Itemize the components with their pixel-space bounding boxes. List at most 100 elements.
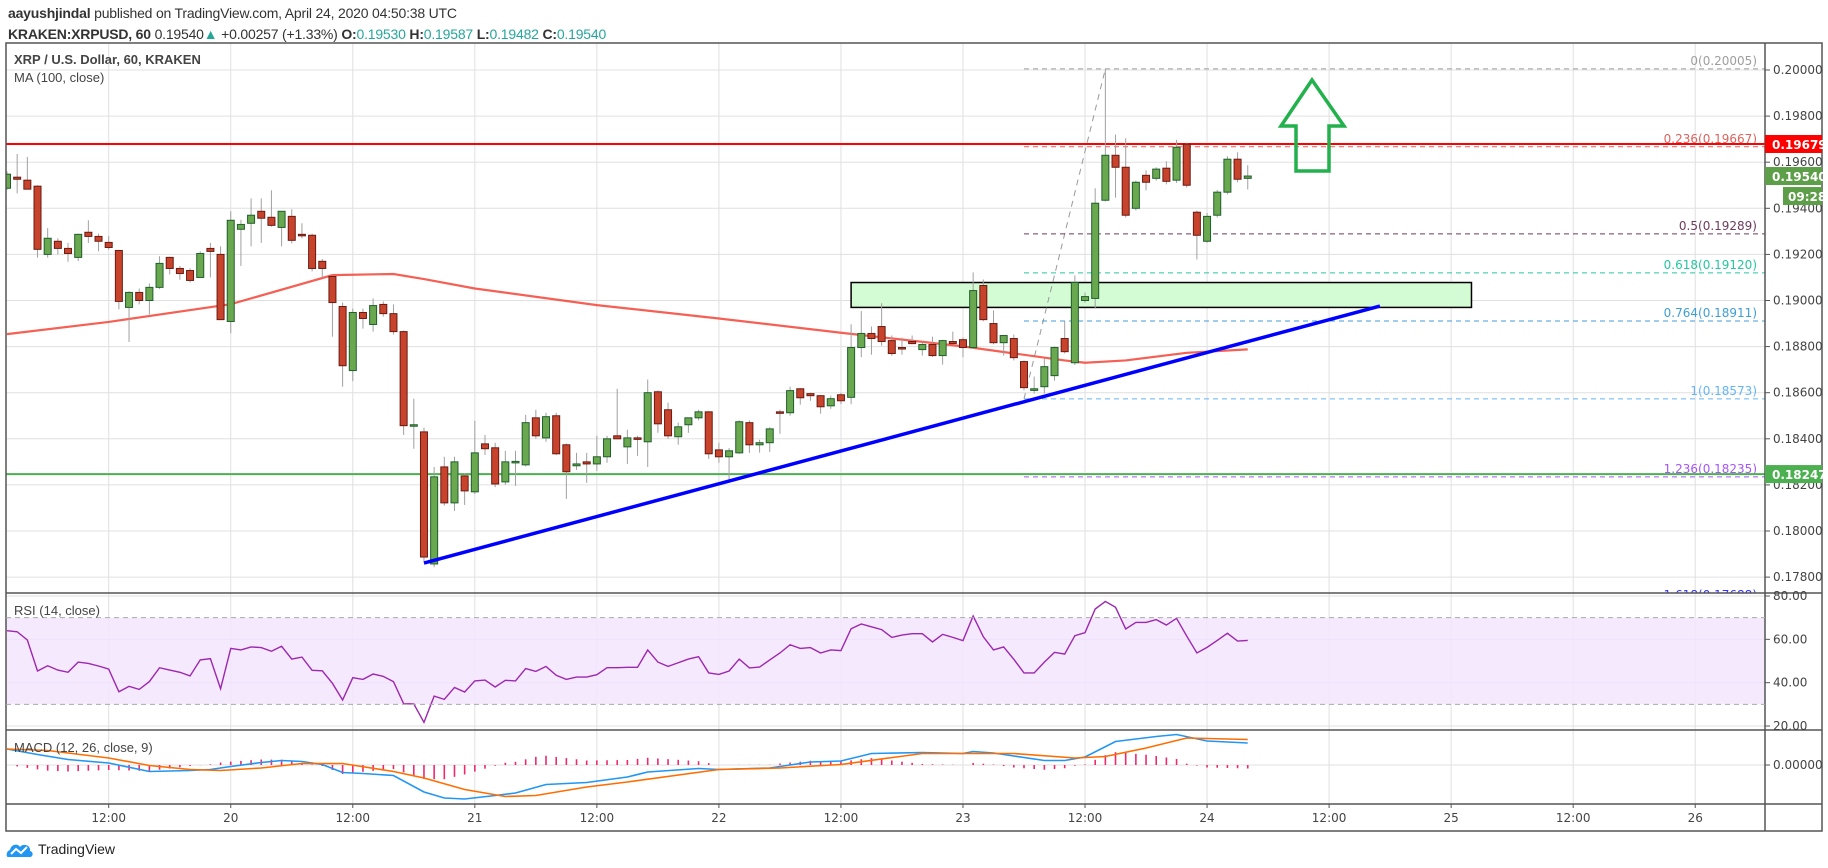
candle[interactable]: [1192, 210, 1201, 260]
candle[interactable]: [999, 335, 1008, 356]
candle[interactable]: [511, 450, 520, 486]
candle[interactable]: [836, 392, 845, 405]
candle[interactable]: [1060, 321, 1069, 354]
candle[interactable]: [603, 435, 612, 463]
candle[interactable]: [277, 210, 286, 247]
candle[interactable]: [186, 268, 195, 283]
candle[interactable]: [1081, 292, 1090, 303]
candle[interactable]: [847, 324, 856, 405]
candle[interactable]: [796, 388, 805, 405]
candle[interactable]: [125, 291, 134, 342]
candle[interactable]: [979, 279, 988, 322]
candle[interactable]: [1142, 170, 1151, 191]
candle[interactable]: [1020, 360, 1028, 391]
candle[interactable]: [155, 256, 164, 289]
candle[interactable]: [897, 337, 906, 355]
trendline[interactable]: [423, 304, 1381, 565]
candle[interactable]: [613, 388, 622, 440]
candle[interactable]: [338, 302, 347, 387]
candle[interactable]: [1101, 68, 1110, 202]
candle[interactable]: [714, 442, 723, 463]
candle[interactable]: [643, 379, 652, 467]
candle[interactable]: [267, 190, 276, 227]
candle[interactable]: [409, 398, 418, 449]
candle[interactable]: [389, 304, 398, 335]
candle[interactable]: [1152, 167, 1161, 181]
candle[interactable]: [572, 452, 581, 470]
candle[interactable]: [64, 242, 73, 262]
candle[interactable]: [74, 233, 83, 262]
candle[interactable]: [196, 251, 205, 278]
candle[interactable]: [938, 339, 947, 365]
candle[interactable]: [480, 434, 489, 455]
candle[interactable]: [1091, 188, 1100, 309]
candle[interactable]: [765, 427, 774, 452]
candle[interactable]: [674, 422, 683, 445]
candle[interactable]: [328, 275, 337, 337]
candle[interactable]: [175, 265, 184, 280]
candle[interactable]: [725, 448, 734, 483]
candle[interactable]: [460, 473, 469, 505]
candle[interactable]: [806, 392, 815, 401]
candle[interactable]: [348, 308, 357, 382]
candle[interactable]: [531, 409, 540, 439]
support-zone[interactable]: [850, 281, 1473, 309]
candle[interactable]: [135, 288, 144, 305]
candle[interactable]: [1121, 138, 1130, 218]
candle[interactable]: [623, 429, 632, 464]
candle[interactable]: [369, 298, 378, 332]
candle[interactable]: [33, 185, 42, 258]
candle[interactable]: [1182, 142, 1191, 188]
candle[interactable]: [297, 223, 306, 239]
candle[interactable]: [664, 402, 673, 439]
candle[interactable]: [440, 456, 449, 506]
candle[interactable]: [491, 442, 500, 488]
candle[interactable]: [969, 272, 978, 349]
candle[interactable]: [1162, 161, 1171, 185]
candle[interactable]: [419, 427, 428, 562]
candle[interactable]: [582, 452, 591, 483]
candle[interactable]: [877, 303, 886, 346]
candle[interactable]: [826, 395, 835, 409]
candle[interactable]: [257, 198, 266, 243]
candle[interactable]: [633, 435, 642, 456]
candle[interactable]: [989, 310, 998, 345]
candle[interactable]: [358, 308, 367, 329]
candle[interactable]: [13, 153, 22, 194]
candle[interactable]: [1111, 134, 1120, 198]
candle[interactable]: [755, 439, 764, 453]
candle[interactable]: [216, 246, 225, 321]
candle[interactable]: [1040, 358, 1049, 394]
candle[interactable]: [775, 409, 784, 434]
candle[interactable]: [53, 238, 62, 255]
author-name[interactable]: aayushjindal: [8, 5, 91, 21]
candle[interactable]: [287, 209, 296, 244]
candle[interactable]: [1233, 152, 1242, 183]
candle[interactable]: [165, 256, 174, 275]
candle[interactable]: [592, 435, 601, 471]
candle[interactable]: [816, 395, 825, 414]
candle[interactable]: [521, 414, 530, 467]
candle[interactable]: [908, 335, 917, 345]
candle[interactable]: [552, 412, 561, 455]
candle[interactable]: [1070, 275, 1079, 366]
candle[interactable]: [1050, 346, 1059, 381]
candle[interactable]: [1243, 165, 1252, 190]
candle[interactable]: [928, 336, 937, 357]
candle[interactable]: [247, 198, 256, 247]
candle[interactable]: [694, 409, 703, 421]
candle[interactable]: [470, 420, 479, 495]
macd-pane[interactable]: [6, 733, 1249, 800]
main-pane[interactable]: 0(0.20005) 0.236(0.19667) 0.5(0.19289) 0.61…: [4, 54, 1766, 603]
candle[interactable]: [887, 335, 896, 356]
candle[interactable]: [958, 337, 967, 358]
candle[interactable]: [236, 219, 245, 266]
candle[interactable]: [430, 466, 439, 568]
candle[interactable]: [450, 456, 459, 511]
candle[interactable]: [542, 412, 551, 442]
candle[interactable]: [684, 417, 693, 433]
candle[interactable]: [308, 233, 317, 272]
candle[interactable]: [1030, 376, 1039, 394]
candle[interactable]: [104, 235, 113, 250]
